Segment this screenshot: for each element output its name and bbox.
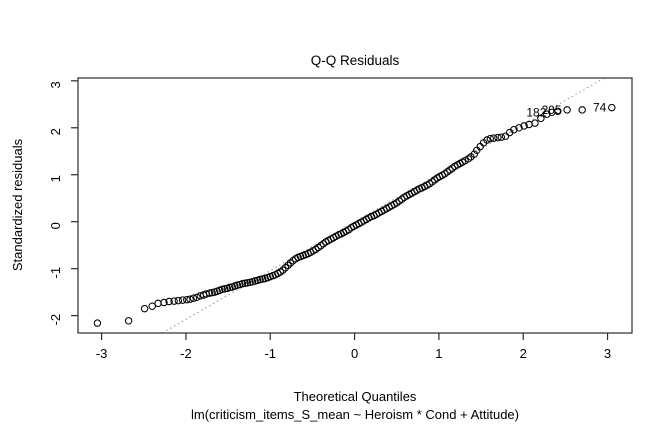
data-point xyxy=(174,296,183,305)
data-point xyxy=(160,298,168,307)
data-point xyxy=(470,150,479,158)
y-axis: -2 -1 0 1 2 3 xyxy=(48,80,78,326)
data-point xyxy=(93,319,102,327)
outlier-label: 182 xyxy=(526,105,546,119)
data-point xyxy=(256,275,264,284)
data-point xyxy=(241,279,249,287)
data-point xyxy=(140,304,149,313)
data-point xyxy=(554,107,562,116)
data-point xyxy=(563,106,571,114)
y-tick-label: 2 xyxy=(48,128,63,135)
x-tick-label: 1 xyxy=(435,346,442,361)
x-tick-label: -1 xyxy=(264,346,276,361)
data-point xyxy=(531,119,539,127)
data-point xyxy=(124,317,133,325)
data-point xyxy=(520,122,528,130)
data-point xyxy=(483,136,491,144)
y-tick-label: 3 xyxy=(48,81,63,88)
data-point xyxy=(226,283,234,292)
data-point xyxy=(501,132,510,140)
x-tick-label: 3 xyxy=(604,346,611,361)
data-point xyxy=(489,134,498,142)
data-point xyxy=(186,295,194,303)
data-point xyxy=(510,125,518,134)
data-point xyxy=(284,261,292,270)
data-point xyxy=(578,106,586,114)
data-point xyxy=(220,285,229,293)
y-tick-label: -1 xyxy=(48,267,63,279)
x-tick-label: -2 xyxy=(180,346,192,361)
data-point xyxy=(238,279,247,288)
data-point xyxy=(193,293,201,302)
x-tick-label: 2 xyxy=(520,346,527,361)
chart-title: Q-Q Residuals xyxy=(311,53,400,68)
data-point xyxy=(170,297,178,305)
data-point xyxy=(497,133,506,141)
x-axis-title: Theoretical Quantiles xyxy=(294,389,417,404)
y-axis-title: Standardized residuals xyxy=(10,138,25,271)
data-point xyxy=(178,296,187,304)
model-formula-subtitle: lm(criticism_items_S_mean ~ Heroism * Co… xyxy=(191,407,519,422)
data-point xyxy=(537,114,545,123)
data-point xyxy=(486,134,495,143)
outlier-label: 205 xyxy=(542,103,562,117)
data-point xyxy=(189,294,198,302)
data-point xyxy=(279,266,287,274)
data-point xyxy=(165,297,173,306)
data-point xyxy=(515,124,523,132)
x-tick-label: 0 xyxy=(351,346,358,361)
data-point xyxy=(148,302,156,310)
data-point xyxy=(286,259,295,267)
data-point xyxy=(494,133,502,142)
data-point xyxy=(608,103,616,112)
y-tick-label: -2 xyxy=(48,314,63,326)
data-point xyxy=(218,285,226,294)
x-axis: -3 -2 -1 0 1 2 3 xyxy=(96,333,611,361)
y-tick-label: 0 xyxy=(48,222,63,229)
x-tick-label: -3 xyxy=(96,346,108,361)
data-points xyxy=(93,103,616,327)
y-tick-label: 1 xyxy=(48,175,63,182)
outlier-label: 74 xyxy=(593,101,607,115)
data-point xyxy=(543,110,551,118)
data-point xyxy=(205,289,214,297)
data-point xyxy=(183,295,191,304)
